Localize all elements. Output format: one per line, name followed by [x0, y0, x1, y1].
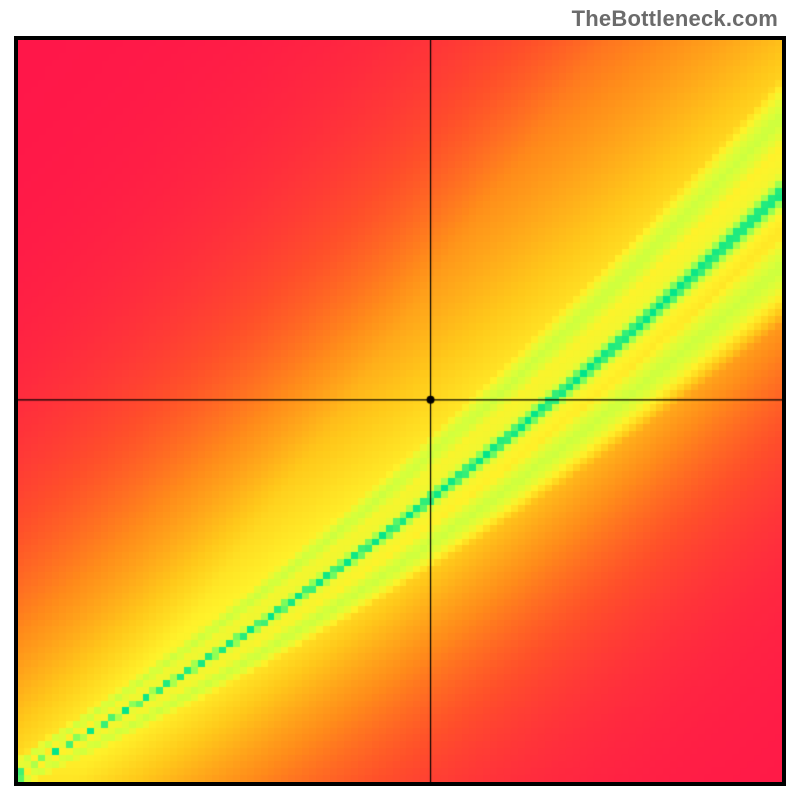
watermark-text: TheBottleneck.com: [572, 6, 778, 32]
plot-frame: [14, 36, 786, 786]
figure-container: TheBottleneck.com: [0, 0, 800, 800]
heatmap-canvas: [18, 40, 782, 782]
